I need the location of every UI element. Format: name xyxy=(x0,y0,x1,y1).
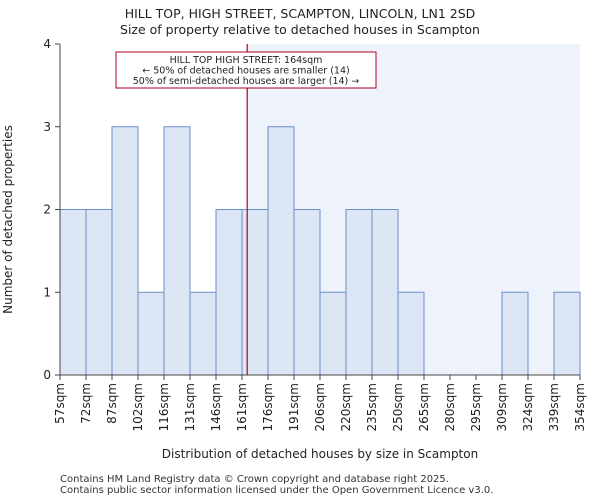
x-tick-label: 354sqm xyxy=(573,383,587,431)
annotation-line: 50% of semi-detached houses are larger (… xyxy=(133,76,360,87)
x-tick-label: 161sqm xyxy=(235,383,249,431)
y-axis-label: Number of detached properties xyxy=(1,125,15,314)
y-tick-label: 3 xyxy=(43,120,51,134)
x-tick-label: 339sqm xyxy=(547,383,561,431)
x-tick-label: 116sqm xyxy=(157,383,171,431)
bar xyxy=(111,126,139,376)
x-tick-label: 280sqm xyxy=(443,383,457,431)
x-tick-label: 309sqm xyxy=(495,383,509,431)
x-tick-label: 191sqm xyxy=(287,383,301,431)
x-tick-label: 72sqm xyxy=(79,383,93,424)
bar xyxy=(371,209,399,376)
bar xyxy=(215,209,243,376)
bar xyxy=(137,291,165,376)
x-tick-label: 206sqm xyxy=(313,383,327,431)
bar xyxy=(59,209,87,376)
y-tick-label: 2 xyxy=(43,203,51,217)
footer-line-2: Contains public sector information licen… xyxy=(60,485,494,496)
bar xyxy=(293,209,321,376)
bar xyxy=(553,291,581,376)
bar xyxy=(397,291,425,376)
bar xyxy=(189,291,217,376)
x-tick-label: 176sqm xyxy=(261,383,275,431)
annotation-box xyxy=(115,51,377,89)
bar xyxy=(85,209,113,376)
chart-subtitle: Size of property relative to detached ho… xyxy=(120,22,480,37)
x-tick-label: 250sqm xyxy=(391,383,405,431)
x-axis-label: Distribution of detached houses by size … xyxy=(162,447,478,461)
x-tick-label: 131sqm xyxy=(183,383,197,431)
bar xyxy=(319,291,347,376)
x-tick-label: 102sqm xyxy=(131,383,145,431)
x-tick-label: 57sqm xyxy=(53,383,67,424)
y-tick-label: 4 xyxy=(43,37,51,51)
bar xyxy=(267,126,295,376)
y-tick-label: 0 xyxy=(43,368,51,382)
x-tick-label: 324sqm xyxy=(521,383,535,431)
bar xyxy=(163,126,191,376)
x-tick-label: 220sqm xyxy=(339,383,353,431)
x-tick-label: 235sqm xyxy=(365,383,379,431)
bar xyxy=(241,209,269,376)
annotation-line: HILL TOP HIGH STREET: 164sqm xyxy=(170,55,323,66)
footer-line-1: Contains HM Land Registry data © Crown c… xyxy=(60,474,449,485)
annotation-line: ← 50% of detached houses are smaller (14… xyxy=(142,66,349,77)
x-tick-label: 146sqm xyxy=(209,383,223,431)
bar xyxy=(345,209,373,376)
x-tick-label: 295sqm xyxy=(469,383,483,431)
x-tick-label: 265sqm xyxy=(417,383,431,431)
chart-title: HILL TOP, HIGH STREET, SCAMPTON, LINCOLN… xyxy=(124,6,476,21)
bar xyxy=(501,291,529,376)
y-tick-label: 1 xyxy=(43,285,51,299)
x-tick-label: 87sqm xyxy=(105,383,119,424)
